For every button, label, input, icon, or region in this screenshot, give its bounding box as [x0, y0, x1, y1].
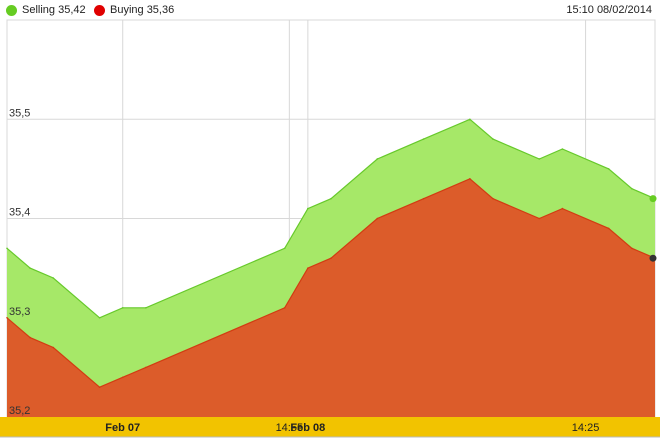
buying-last-point — [649, 254, 657, 262]
buying-point — [98, 386, 101, 389]
buying-point — [631, 247, 633, 250]
legend-buying[interactable]: Buying 35,36 — [94, 0, 174, 20]
selling-point — [330, 197, 332, 200]
selling-point — [307, 207, 309, 210]
selling-point — [561, 148, 564, 150]
buying-point — [561, 207, 564, 210]
x-tick-label: 14:25 — [572, 422, 600, 434]
selling-point — [631, 187, 633, 190]
x-tick-label: Feb 07 — [105, 422, 140, 434]
buying-point — [283, 307, 286, 309]
buying-point — [538, 217, 541, 220]
y-tick-label: 35,3 — [9, 306, 30, 318]
selling-point — [376, 158, 379, 160]
y-tick-label: 35,2 — [9, 405, 30, 417]
buying-point — [376, 217, 379, 220]
x-axis-band — [0, 417, 660, 438]
selling-point — [6, 247, 8, 250]
buying-point — [422, 197, 425, 200]
selling-point — [422, 138, 425, 140]
selling-point — [52, 277, 55, 279]
legend-selling[interactable]: Selling 35,42 — [6, 0, 86, 20]
x-tick-label: Feb 08 — [290, 422, 325, 434]
buying-point — [52, 346, 55, 349]
buying-dot-icon — [94, 4, 105, 16]
selling-point — [98, 316, 101, 319]
selling-point — [492, 138, 494, 140]
selling-point — [538, 158, 541, 160]
buying-point — [492, 197, 494, 200]
selling-point — [283, 247, 286, 250]
buying-point — [6, 316, 8, 319]
selling-dot-icon — [6, 4, 17, 16]
chart-areas — [6, 118, 657, 417]
x-axis-band-fill — [0, 417, 660, 437]
selling-last-point — [649, 195, 657, 203]
buying-point — [469, 178, 471, 180]
selling-point — [145, 307, 147, 309]
y-tick-label: 35,5 — [9, 107, 30, 119]
selling-point — [607, 168, 610, 170]
buying-point — [607, 227, 610, 230]
buying-point — [145, 366, 147, 369]
buying-point — [121, 376, 124, 379]
chart-legend: Selling 35,42 Buying 35,36 15:10 08/02/2… — [0, 0, 660, 20]
timestamp: 15:10 08/02/2014 — [566, 4, 652, 16]
y-tick-label: 35,4 — [9, 207, 30, 219]
buying-area — [7, 178, 655, 417]
selling-point — [121, 307, 124, 309]
buying-line — [6, 178, 656, 388]
selling-point — [29, 267, 31, 269]
selling-point — [469, 118, 471, 121]
buying-point — [330, 257, 332, 260]
legend-selling-label: Selling 35,42 — [22, 4, 86, 16]
selling-line — [6, 118, 656, 319]
selling-area — [7, 119, 655, 388]
buying-point — [307, 267, 309, 269]
buying-point — [29, 336, 31, 339]
x-tick-label: 14:55 — [276, 422, 304, 434]
legend-buying-label: Buying 35,36 — [110, 4, 175, 16]
